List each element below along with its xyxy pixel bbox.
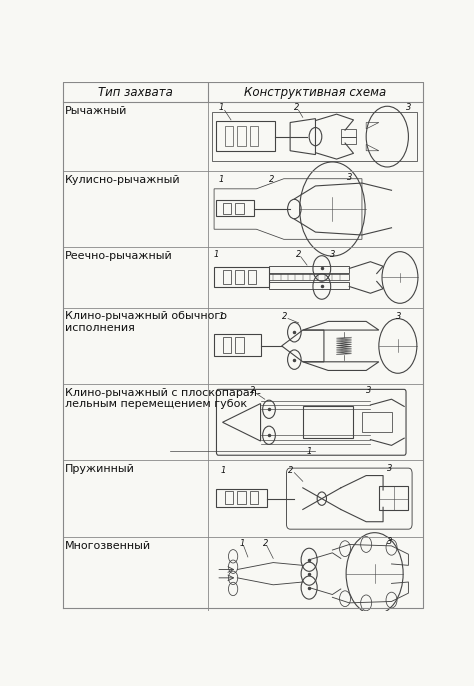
Text: 1: 1 — [219, 311, 224, 320]
Text: 2: 2 — [296, 250, 302, 259]
Bar — [235, 270, 244, 284]
Bar — [222, 202, 231, 214]
Bar — [222, 338, 231, 353]
Text: 2: 2 — [288, 466, 293, 475]
Bar — [216, 121, 275, 151]
Text: Конструктивная схема: Конструктивная схема — [245, 86, 387, 99]
Text: 1: 1 — [220, 466, 226, 475]
Bar — [235, 338, 244, 353]
Bar — [362, 412, 392, 432]
Bar — [269, 282, 349, 289]
Text: 1: 1 — [219, 104, 224, 113]
Text: Многозвенный: Многозвенный — [65, 541, 151, 551]
Bar — [303, 406, 354, 438]
Bar — [216, 200, 254, 216]
Text: 2: 2 — [294, 104, 300, 113]
Bar — [237, 126, 246, 146]
Bar — [225, 491, 233, 504]
Bar — [235, 202, 244, 214]
Text: 1: 1 — [214, 250, 219, 259]
Text: Кулисно-рычажный: Кулисно-рычажный — [65, 174, 181, 185]
Text: 3: 3 — [387, 464, 392, 473]
Text: Клино-рычажный с плоскопарал-
лельным перемещением губок: Клино-рычажный с плоскопарал- лельным пе… — [65, 388, 261, 410]
Text: 3: 3 — [387, 538, 392, 547]
Text: 1: 1 — [239, 539, 245, 548]
Bar — [341, 129, 356, 137]
Text: 3: 3 — [396, 311, 401, 320]
Bar — [222, 270, 231, 284]
Text: Клино-рычажный обычного
исполнения: Клино-рычажный обычного исполнения — [65, 311, 227, 333]
Bar — [214, 267, 269, 287]
Text: Пружинный: Пружинный — [65, 464, 135, 474]
Text: 2: 2 — [269, 175, 274, 184]
Bar — [341, 137, 356, 144]
Text: 3: 3 — [366, 386, 372, 395]
Bar — [269, 266, 349, 273]
Bar — [379, 486, 409, 510]
Text: Реечно-рычажный: Реечно-рычажный — [65, 251, 173, 261]
Text: Тип захвата: Тип захвата — [98, 86, 173, 99]
Text: 2: 2 — [282, 311, 287, 320]
Bar — [250, 126, 258, 146]
Bar — [269, 274, 349, 280]
Bar — [248, 270, 256, 284]
Text: 2: 2 — [250, 386, 255, 395]
Text: 2: 2 — [263, 539, 268, 548]
Text: 1: 1 — [307, 447, 312, 456]
Bar — [212, 113, 417, 161]
Text: 3: 3 — [406, 104, 412, 113]
Bar — [225, 126, 233, 146]
Bar — [214, 334, 261, 356]
Bar — [216, 488, 267, 508]
Text: 3: 3 — [347, 173, 353, 182]
Text: Рычажный: Рычажный — [65, 106, 127, 116]
Text: 3: 3 — [330, 250, 336, 259]
Text: 1: 1 — [219, 175, 224, 184]
Bar — [250, 491, 258, 504]
Bar — [237, 491, 246, 504]
